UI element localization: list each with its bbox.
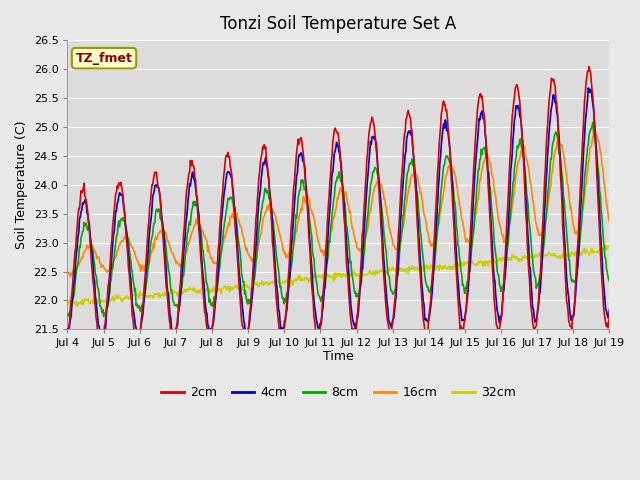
32cm (185, 287, 193, 293)
8cm (421, 273, 429, 278)
2cm (421, 327, 429, 333)
2cm (214, 261, 221, 266)
32cm (63, 300, 71, 306)
16cm (591, 126, 599, 132)
4cm (129, 307, 137, 312)
16cm (63, 269, 71, 275)
Line: 2cm: 2cm (67, 67, 609, 346)
8cm (214, 283, 221, 289)
Line: 16cm: 16cm (67, 129, 609, 276)
Legend: 2cm, 4cm, 8cm, 16cm, 32cm: 2cm, 4cm, 8cm, 16cm, 32cm (156, 381, 521, 404)
Text: TZ_fmet: TZ_fmet (76, 52, 132, 65)
16cm (421, 213, 429, 219)
8cm (185, 222, 193, 228)
2cm (63, 334, 71, 340)
Y-axis label: Soil Temperature (C): Soil Temperature (C) (15, 120, 28, 249)
8cm (74, 264, 81, 270)
4cm (421, 316, 429, 322)
4cm (74, 243, 81, 249)
Line: 4cm: 4cm (67, 88, 609, 339)
16cm (405, 183, 413, 189)
32cm (74, 303, 81, 309)
4cm (405, 128, 413, 134)
4cm (63, 335, 71, 341)
8cm (130, 282, 138, 288)
16cm (74, 262, 82, 268)
Title: Tonzi Soil Temperature Set A: Tonzi Soil Temperature Set A (220, 15, 456, 33)
8cm (405, 163, 413, 169)
16cm (185, 241, 193, 247)
16cm (130, 248, 138, 254)
2cm (130, 325, 138, 331)
32cm (405, 264, 413, 270)
4cm (584, 85, 592, 91)
4cm (134, 336, 141, 342)
8cm (63, 312, 71, 318)
8cm (100, 313, 108, 319)
4cm (605, 307, 613, 312)
2cm (405, 111, 413, 117)
32cm (130, 291, 138, 297)
Line: 8cm: 8cm (67, 122, 609, 316)
X-axis label: Time: Time (323, 350, 354, 363)
32cm (74, 301, 82, 307)
4cm (214, 279, 221, 285)
16cm (605, 219, 613, 225)
2cm (185, 170, 193, 176)
32cm (421, 263, 429, 268)
2cm (97, 343, 104, 348)
32cm (214, 287, 221, 292)
16cm (214, 260, 221, 266)
8cm (605, 278, 613, 284)
2cm (74, 223, 81, 228)
2cm (605, 309, 613, 315)
8cm (589, 120, 596, 125)
32cm (605, 242, 613, 248)
4cm (185, 191, 193, 196)
2cm (585, 64, 593, 70)
16cm (67, 274, 74, 279)
Line: 32cm: 32cm (67, 245, 609, 306)
32cm (602, 242, 609, 248)
